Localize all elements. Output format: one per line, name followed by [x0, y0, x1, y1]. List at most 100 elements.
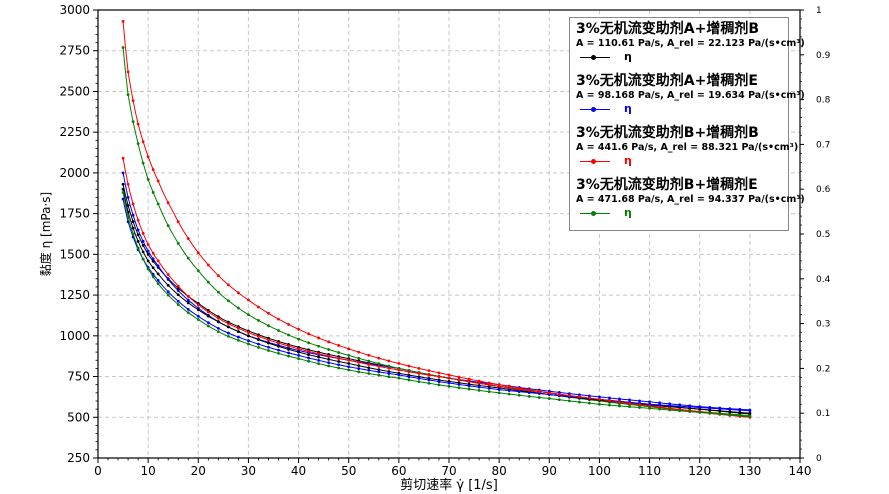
data-point: [708, 411, 712, 415]
y2-tick-label: 0.4: [816, 275, 831, 285]
data-point: [297, 353, 300, 357]
data-point: [337, 366, 341, 370]
data-point: [121, 182, 125, 186]
data-point: [237, 306, 240, 310]
legend-title: 3%无机流变助剂A+增稠剂E: [576, 73, 758, 89]
data-point: [527, 388, 531, 392]
y-tick-label: 2000: [59, 166, 90, 180]
data-point: [387, 366, 391, 370]
x-tick-label: 130: [738, 464, 761, 478]
data-point: [196, 269, 200, 273]
data-point: [151, 266, 155, 270]
data-point: [608, 399, 611, 403]
data-point: [206, 321, 210, 325]
x-tick-label: 90: [542, 464, 557, 478]
data-point: [196, 318, 200, 321]
data-point: [648, 406, 651, 410]
data-point: [497, 388, 501, 391]
data-point: [688, 410, 692, 414]
data-point: [247, 342, 250, 346]
data-point: [247, 313, 250, 317]
data-point: [277, 352, 280, 355]
data-point: [141, 239, 145, 243]
data-point: [557, 392, 561, 396]
data-point: [527, 394, 531, 398]
y-tick-label: 1000: [59, 329, 90, 343]
data-point: [247, 298, 250, 302]
data-point: [136, 142, 140, 145]
data-point: [186, 256, 190, 260]
data-point: [487, 383, 491, 387]
data-point: [477, 385, 481, 389]
data-point: [121, 187, 125, 191]
data-point: [477, 381, 481, 385]
data-point: [196, 308, 200, 312]
data-point: [507, 386, 511, 390]
data-point: [728, 408, 732, 411]
data-point: [347, 368, 351, 372]
data-point: [537, 392, 541, 395]
data-point: [176, 303, 180, 306]
data-point: [497, 391, 501, 395]
data-point: [477, 388, 481, 392]
data-point: [237, 326, 240, 330]
data-point: [267, 338, 270, 342]
data-point: [698, 406, 702, 409]
data-point: [196, 251, 200, 255]
data-point: [226, 325, 230, 329]
data-point: [567, 394, 571, 397]
data-point: [216, 290, 220, 294]
data-point: [126, 195, 130, 199]
data-point: [738, 411, 742, 415]
legend-marker-blue: [591, 107, 596, 112]
y2-tick-label: 0.2: [816, 364, 830, 374]
data-point: [176, 284, 180, 288]
data-point: [357, 361, 361, 364]
data-point: [216, 316, 220, 320]
data-point: [257, 338, 260, 342]
data-point: [668, 408, 672, 412]
data-point: [417, 376, 421, 380]
data-point: [277, 341, 280, 345]
data-point: [337, 360, 341, 363]
data-point: [141, 161, 145, 165]
data-point: [407, 375, 411, 379]
legend-title: 3%无机流变助剂B+增稠剂B: [576, 125, 759, 141]
data-point: [237, 291, 240, 295]
legend-marker-black: [591, 55, 596, 60]
data-point: [678, 409, 682, 413]
data-point: [237, 335, 240, 339]
data-point: [166, 201, 170, 205]
data-point: [387, 375, 391, 379]
data-point: [136, 218, 140, 222]
data-point: [377, 373, 381, 377]
data-point: [186, 298, 190, 302]
data-point: [297, 327, 300, 331]
data-point: [668, 404, 672, 407]
data-point: [628, 398, 631, 402]
data-point: [658, 401, 661, 405]
y-tick-label: 2750: [59, 44, 90, 58]
data-point: [307, 332, 310, 336]
legend-params: A = 110.61 Pa/s, A_rel = 22.123 Pa/(s•cm…: [576, 38, 805, 49]
data-point: [337, 344, 341, 347]
legend-marker-red: [591, 159, 596, 164]
data-point: [738, 408, 742, 412]
data-point: [658, 405, 661, 409]
data-point: [176, 293, 180, 297]
data-point: [146, 243, 150, 246]
data-point: [327, 361, 331, 365]
data-point: [347, 365, 351, 369]
data-point: [136, 122, 140, 126]
data-point: [131, 202, 135, 206]
data-point: [467, 384, 471, 388]
data-point: [457, 375, 461, 379]
x-tick-label: 110: [638, 464, 661, 478]
data-point: [598, 397, 601, 401]
data-point: [367, 359, 371, 363]
x-tick-label: 70: [441, 464, 456, 478]
data-point: [156, 179, 160, 183]
y2-tick-label: 1: [816, 6, 822, 16]
data-point: [577, 393, 581, 397]
data-point: [698, 410, 702, 414]
